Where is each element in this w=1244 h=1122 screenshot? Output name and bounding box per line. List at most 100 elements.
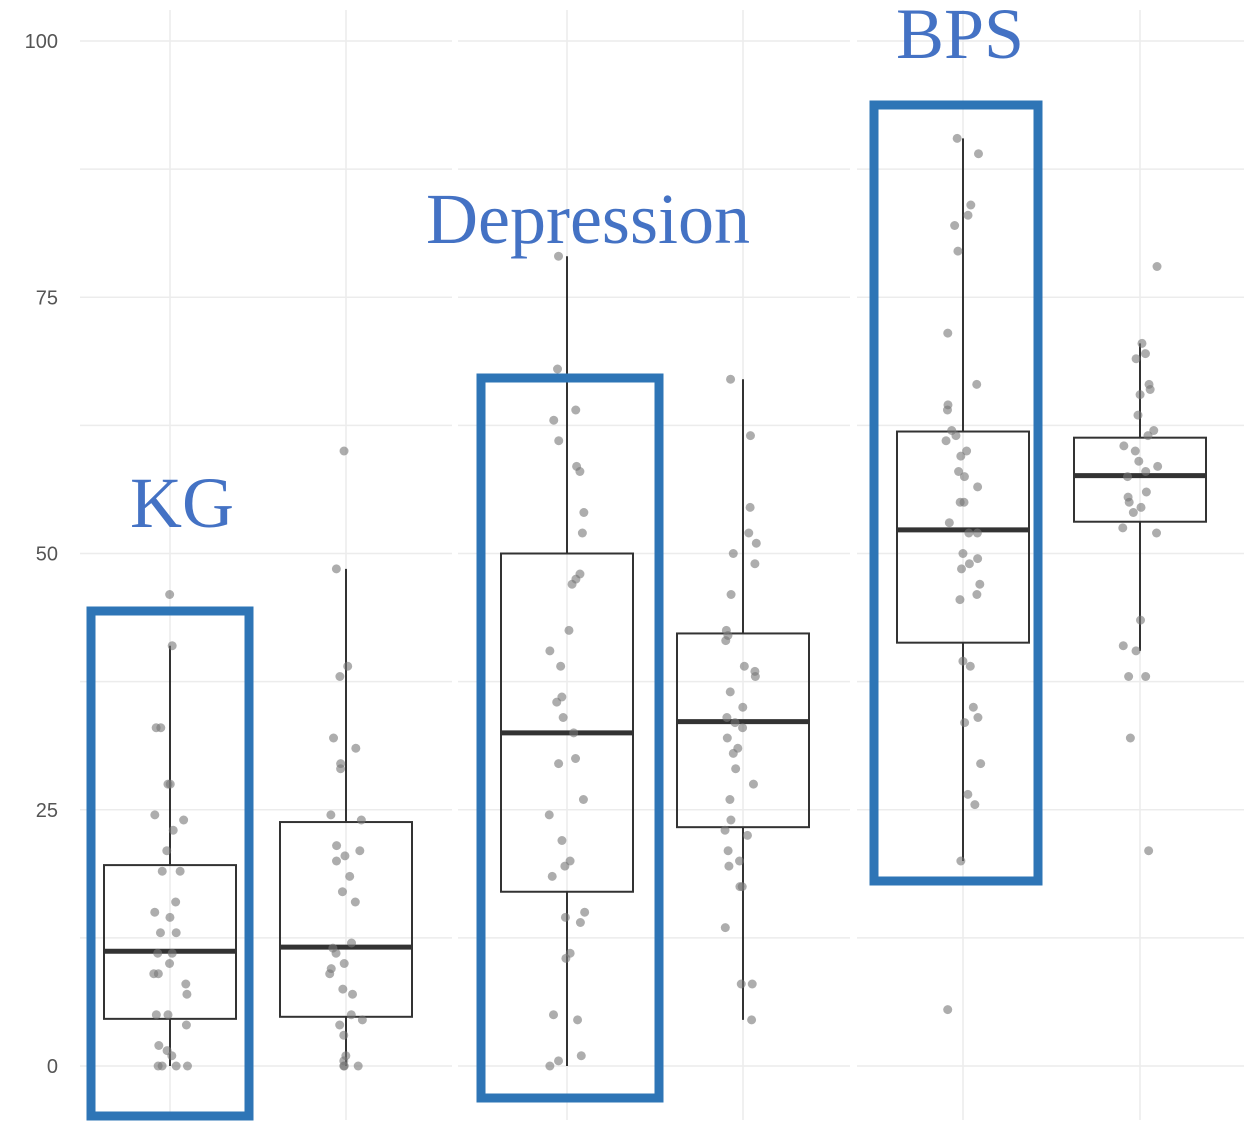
- data-point: [748, 779, 758, 789]
- data-point: [545, 646, 555, 656]
- data-point: [331, 948, 341, 958]
- data-point: [151, 1010, 161, 1020]
- data-point: [557, 836, 567, 845]
- data-point: [171, 928, 181, 938]
- data-point: [972, 379, 982, 389]
- data-point: [1152, 262, 1162, 271]
- data-point: [1131, 646, 1141, 656]
- data-point: [547, 871, 557, 881]
- highlight-frames: [86, 100, 1043, 1121]
- data-point: [1141, 467, 1151, 476]
- data-point: [567, 579, 577, 589]
- data-point: [326, 810, 336, 820]
- data-point: [942, 405, 952, 415]
- box-iqr: [896, 430, 1030, 644]
- data-point: [571, 405, 581, 415]
- data-point: [549, 1010, 559, 1020]
- data-point: [751, 538, 761, 548]
- annotation-label-kg: KG: [130, 463, 234, 543]
- y-tick-label: 0: [47, 1056, 58, 1078]
- data-point: [153, 1061, 163, 1071]
- data-point: [179, 815, 189, 825]
- data-point: [1124, 497, 1134, 507]
- data-point: [347, 938, 357, 948]
- data-point: [1153, 461, 1163, 471]
- data-point: [956, 856, 966, 866]
- data-point: [1143, 431, 1153, 441]
- data-point: [580, 907, 590, 917]
- data-point: [726, 815, 736, 825]
- data-point: [571, 754, 581, 763]
- data-point: [1144, 846, 1154, 856]
- data-point: [165, 779, 175, 789]
- data-point: [554, 759, 564, 769]
- data-point: [968, 702, 978, 712]
- data-point: [168, 825, 178, 835]
- data-point: [960, 718, 970, 728]
- data-point: [337, 887, 347, 897]
- box-iqr: [500, 552, 634, 893]
- data-point: [157, 866, 167, 876]
- data-point: [350, 897, 360, 907]
- data-point: [175, 866, 185, 876]
- data-point: [750, 559, 760, 569]
- data-point: [339, 1030, 349, 1040]
- data-point: [331, 564, 341, 574]
- data-point: [1130, 446, 1140, 456]
- data-point: [943, 328, 953, 338]
- data-point: [963, 789, 973, 799]
- data-point: [722, 733, 732, 743]
- y-tick-label: 100: [25, 31, 58, 53]
- data-point: [736, 979, 746, 989]
- data-point: [723, 846, 733, 856]
- data-point: [357, 1015, 367, 1025]
- data-point: [720, 923, 730, 933]
- data-point: [1136, 502, 1146, 512]
- data-point: [553, 364, 563, 374]
- data-point: [1125, 733, 1135, 743]
- data-point: [1128, 508, 1138, 517]
- data-point: [560, 912, 570, 922]
- data-point: [353, 1061, 363, 1071]
- data-point: [745, 502, 755, 512]
- data-point: [167, 641, 177, 651]
- data-point: [339, 446, 349, 456]
- box-iqr: [676, 632, 810, 829]
- data-point: [1149, 426, 1159, 435]
- data-point: [738, 702, 748, 712]
- data-point: [545, 1061, 555, 1071]
- data-point: [171, 897, 181, 907]
- data-point: [973, 149, 983, 159]
- data-point: [941, 436, 951, 446]
- data-point: [156, 723, 166, 733]
- data-point: [954, 467, 964, 476]
- data-point: [1141, 672, 1151, 681]
- data-point: [956, 451, 966, 461]
- data-point: [1137, 338, 1147, 348]
- data-point: [554, 1056, 564, 1066]
- data-point: [744, 528, 754, 538]
- highlight-frame: [86, 606, 254, 1121]
- data-point: [1135, 390, 1145, 400]
- data-point: [976, 759, 986, 769]
- jitter-points: [149, 133, 1163, 1071]
- data-point: [957, 564, 967, 574]
- data-point: [1141, 487, 1151, 497]
- data-point: [576, 1051, 586, 1061]
- data-point: [549, 415, 559, 425]
- data-point: [575, 918, 585, 927]
- data-point: [943, 1005, 953, 1015]
- data-point: [725, 687, 735, 697]
- data-point: [339, 959, 349, 968]
- data-point: [952, 133, 962, 143]
- data-point: [556, 661, 566, 671]
- annotation-labels: KG Depression BPS: [130, 0, 1024, 543]
- y-axis-ticks: 0 25 50 75 100: [25, 31, 58, 1078]
- data-point: [962, 446, 972, 456]
- data-point: [721, 636, 731, 646]
- data-point: [972, 590, 982, 599]
- data-point: [163, 1010, 173, 1020]
- data-point: [335, 672, 345, 681]
- data-point: [973, 554, 983, 564]
